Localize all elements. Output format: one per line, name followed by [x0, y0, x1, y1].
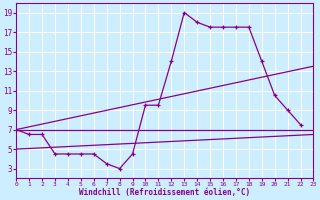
X-axis label: Windchill (Refroidissement éolien,°C): Windchill (Refroidissement éolien,°C)	[79, 188, 250, 197]
